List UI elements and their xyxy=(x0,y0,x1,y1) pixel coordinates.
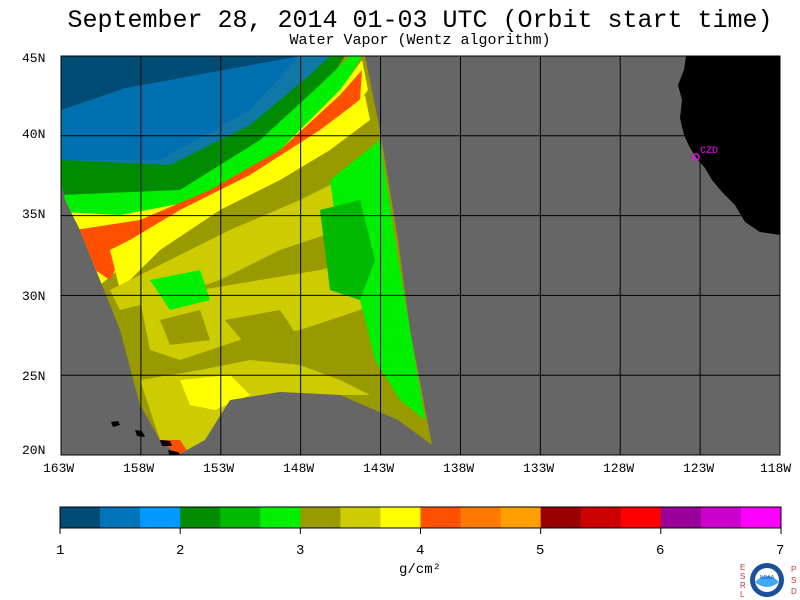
colorbar-swatch xyxy=(100,507,141,528)
land-mass xyxy=(678,56,780,235)
logo-left-letter: S xyxy=(740,572,745,581)
lat-label: 35N xyxy=(22,207,46,222)
lat-label: 30N xyxy=(22,289,46,304)
colorbar-tick-label: 4 xyxy=(416,543,425,559)
colorbar-unit: g/cm² xyxy=(398,562,441,578)
colorbar-swatch xyxy=(460,507,502,528)
lon-label: 133W xyxy=(523,461,555,476)
lat-label: 45N xyxy=(22,51,46,66)
logo-center-text: NOAA xyxy=(760,575,775,581)
colorbar-swatch xyxy=(620,507,662,528)
colorbar-swatch xyxy=(580,507,622,528)
colorbar-tick-label: 3 xyxy=(296,543,305,559)
lon-label: 143W xyxy=(363,461,395,476)
lon-label: 158W xyxy=(123,461,155,476)
colorbar-tick-label: 7 xyxy=(776,543,785,559)
colorbar-swatch xyxy=(740,507,782,528)
colorbar-swatch xyxy=(340,507,381,528)
logo-left-letter: R xyxy=(740,581,746,590)
colorbar-swatch xyxy=(500,507,542,528)
lon-label: 123W xyxy=(683,461,715,476)
colorbar xyxy=(59,507,782,534)
colorbar-swatch xyxy=(220,507,261,528)
island xyxy=(168,450,181,455)
colorbar-swatch xyxy=(180,507,221,528)
colorbar-swatch xyxy=(700,507,742,528)
island xyxy=(111,421,120,427)
colorbar-tick-label: 6 xyxy=(656,543,665,559)
colorbar-tick-label: 2 xyxy=(176,543,185,559)
station-marker xyxy=(692,153,700,161)
colorbar-swatch xyxy=(260,507,301,528)
noaa-logo: E S R L P S D NOAA xyxy=(740,563,797,599)
map-frame xyxy=(60,55,781,456)
colorbar-tick-label: 5 xyxy=(536,543,545,559)
colorbar-swatch xyxy=(540,507,582,528)
map-plot-area xyxy=(61,56,780,455)
map-subtitle: Water Vapor (Wentz algorithm) xyxy=(289,32,551,49)
lon-label: 163W xyxy=(43,461,75,476)
logo-bird xyxy=(755,576,779,587)
logo-left-letter: E xyxy=(740,563,745,572)
island xyxy=(160,440,172,446)
lon-label: 148W xyxy=(283,461,315,476)
map-title: September 28, 2014 01-03 UTC (Orbit star… xyxy=(67,6,773,35)
colorbar-swatch xyxy=(140,507,181,528)
logo-right-letter: D xyxy=(791,587,797,596)
lon-label: 118W xyxy=(760,461,792,476)
island xyxy=(135,430,145,437)
colorbar-swatch xyxy=(420,507,462,528)
lat-label: 20N xyxy=(22,443,46,458)
lat-lon-grid xyxy=(61,56,780,455)
lon-label: 153W xyxy=(203,461,235,476)
colorbar-swatch xyxy=(660,507,702,528)
logo-right-letter: P xyxy=(791,565,796,574)
lon-label: 128W xyxy=(603,461,635,476)
logo-right-letter: S xyxy=(791,576,796,585)
lat-label: 40N xyxy=(22,127,46,142)
lat-label: 25N xyxy=(22,369,46,384)
colorbar-swatch xyxy=(60,507,101,528)
colorbar-tick-label: 1 xyxy=(56,543,65,559)
colorbar-frame xyxy=(59,506,782,529)
station-label: CZD xyxy=(700,146,719,157)
colorbar-swatch xyxy=(380,507,421,528)
logo-left-letter: L xyxy=(740,590,745,599)
colorbar-swatch xyxy=(300,507,341,528)
lon-label: 138W xyxy=(443,461,475,476)
